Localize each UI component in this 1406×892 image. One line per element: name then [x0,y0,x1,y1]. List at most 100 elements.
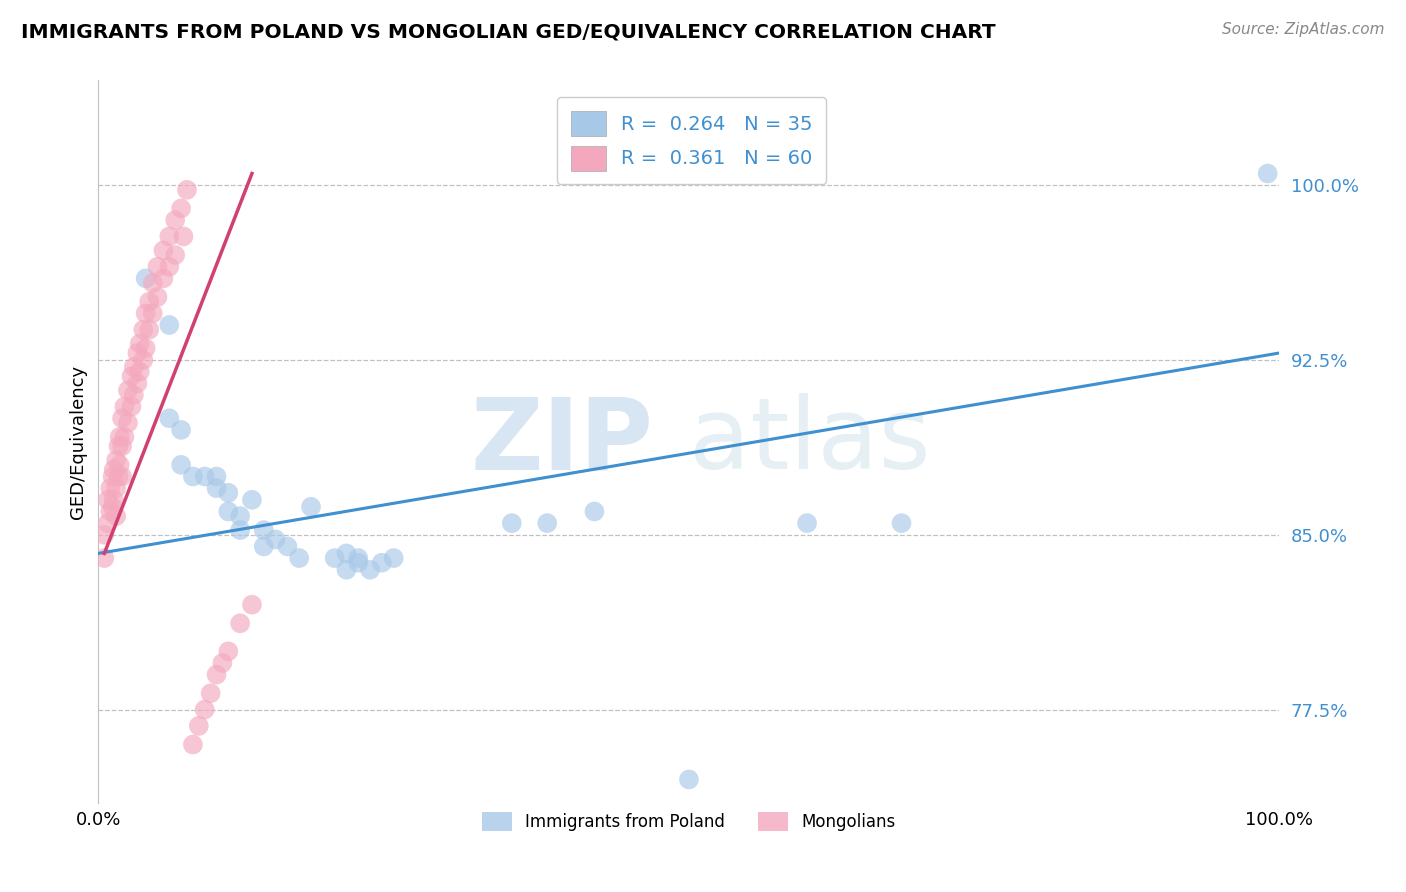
Point [111,439,134,453]
Point [253,540,276,554]
Point [107,439,129,453]
Point [229,616,252,631]
Point [97,516,120,530]
Point [194,469,217,483]
Point [217,644,239,658]
Point [165,248,187,262]
Point [103,492,125,507]
Point [117,384,139,398]
Point [170,458,193,472]
Point [229,509,252,524]
Point [112,400,135,414]
Legend: Immigrants from Poland, Mongolians: Immigrants from Poland, Mongolians [475,805,903,838]
Point [122,388,145,402]
Text: IMMIGRANTS FROM POLAND VS MONGOLIAN GED/EQUIVALENCY CORRELATION CHART: IMMIGRANTS FROM POLAND VS MONGOLIAN GED/… [21,22,995,41]
Point [108,430,131,444]
Point [117,416,139,430]
Point [146,290,169,304]
Point [128,365,150,379]
Point [122,359,145,374]
Point [138,294,160,309]
Point [152,271,174,285]
Text: atlas: atlas [689,393,931,490]
Point [98,504,121,518]
Point [157,229,180,244]
Point [335,563,357,577]
Point [288,551,311,566]
Point [276,540,298,554]
Point [105,481,128,495]
Point [127,376,149,391]
Point [128,336,150,351]
Point [347,551,370,566]
Point [152,244,174,258]
Point [111,411,134,425]
Point [187,719,209,733]
Point [97,492,120,507]
Point [132,323,155,337]
Point [135,271,157,285]
Point [217,485,239,500]
Point [264,533,287,547]
Point [142,276,165,290]
Point [583,504,606,518]
Point [205,481,228,495]
Point [796,516,818,530]
Point [105,453,128,467]
Y-axis label: GED/Equivalency: GED/Equivalency [69,365,87,518]
Point [101,469,124,483]
Point [1257,167,1279,181]
Point [229,523,252,537]
Point [181,738,204,752]
Text: ZIP: ZIP [471,393,654,490]
Point [172,229,194,244]
Point [217,504,239,518]
Point [382,551,405,566]
Point [240,598,263,612]
Point [112,430,135,444]
Point [205,469,228,483]
Point [135,341,157,355]
Point [121,369,143,384]
Point [200,686,222,700]
Point [323,551,346,566]
Point [105,509,128,524]
Point [181,469,204,483]
Point [135,306,157,320]
Point [157,318,180,332]
Point [240,492,263,507]
Point [299,500,322,514]
Point [93,528,115,542]
Point [165,213,187,227]
Point [678,772,700,787]
Point [501,516,523,530]
Point [127,346,149,360]
Point [98,481,121,495]
Point [170,423,193,437]
Point [371,556,394,570]
Point [890,516,912,530]
Point [108,458,131,472]
Point [211,656,233,670]
Point [121,400,143,414]
Point [103,462,125,476]
Point [111,469,134,483]
Point [157,260,180,274]
Point [157,411,180,425]
Point [107,469,129,483]
Point [335,546,357,560]
Point [205,667,228,681]
Text: Source: ZipAtlas.com: Source: ZipAtlas.com [1222,22,1385,37]
Point [142,306,165,320]
Point [253,523,276,537]
Point [93,551,115,566]
Point [101,500,124,514]
Point [132,353,155,368]
Point [146,260,169,274]
Point [359,563,381,577]
Point [138,323,160,337]
Point [536,516,558,530]
Point [194,702,217,716]
Point [176,183,198,197]
Point [170,202,193,216]
